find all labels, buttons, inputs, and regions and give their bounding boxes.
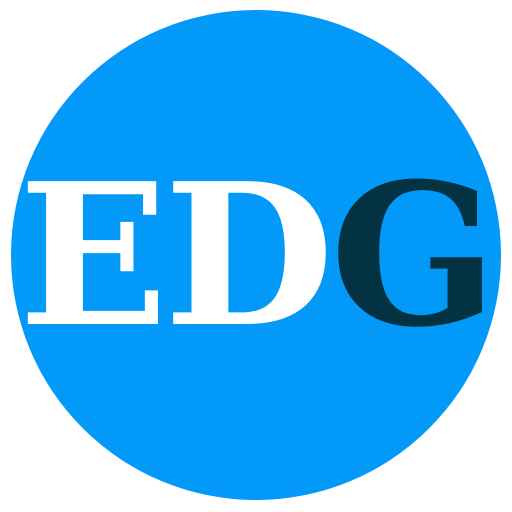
- logo-letter-e: E: [18, 141, 168, 371]
- logo-letter-g: G: [329, 141, 497, 371]
- logo-circle-background: [11, 10, 501, 500]
- logo-letter-d: D: [164, 141, 334, 371]
